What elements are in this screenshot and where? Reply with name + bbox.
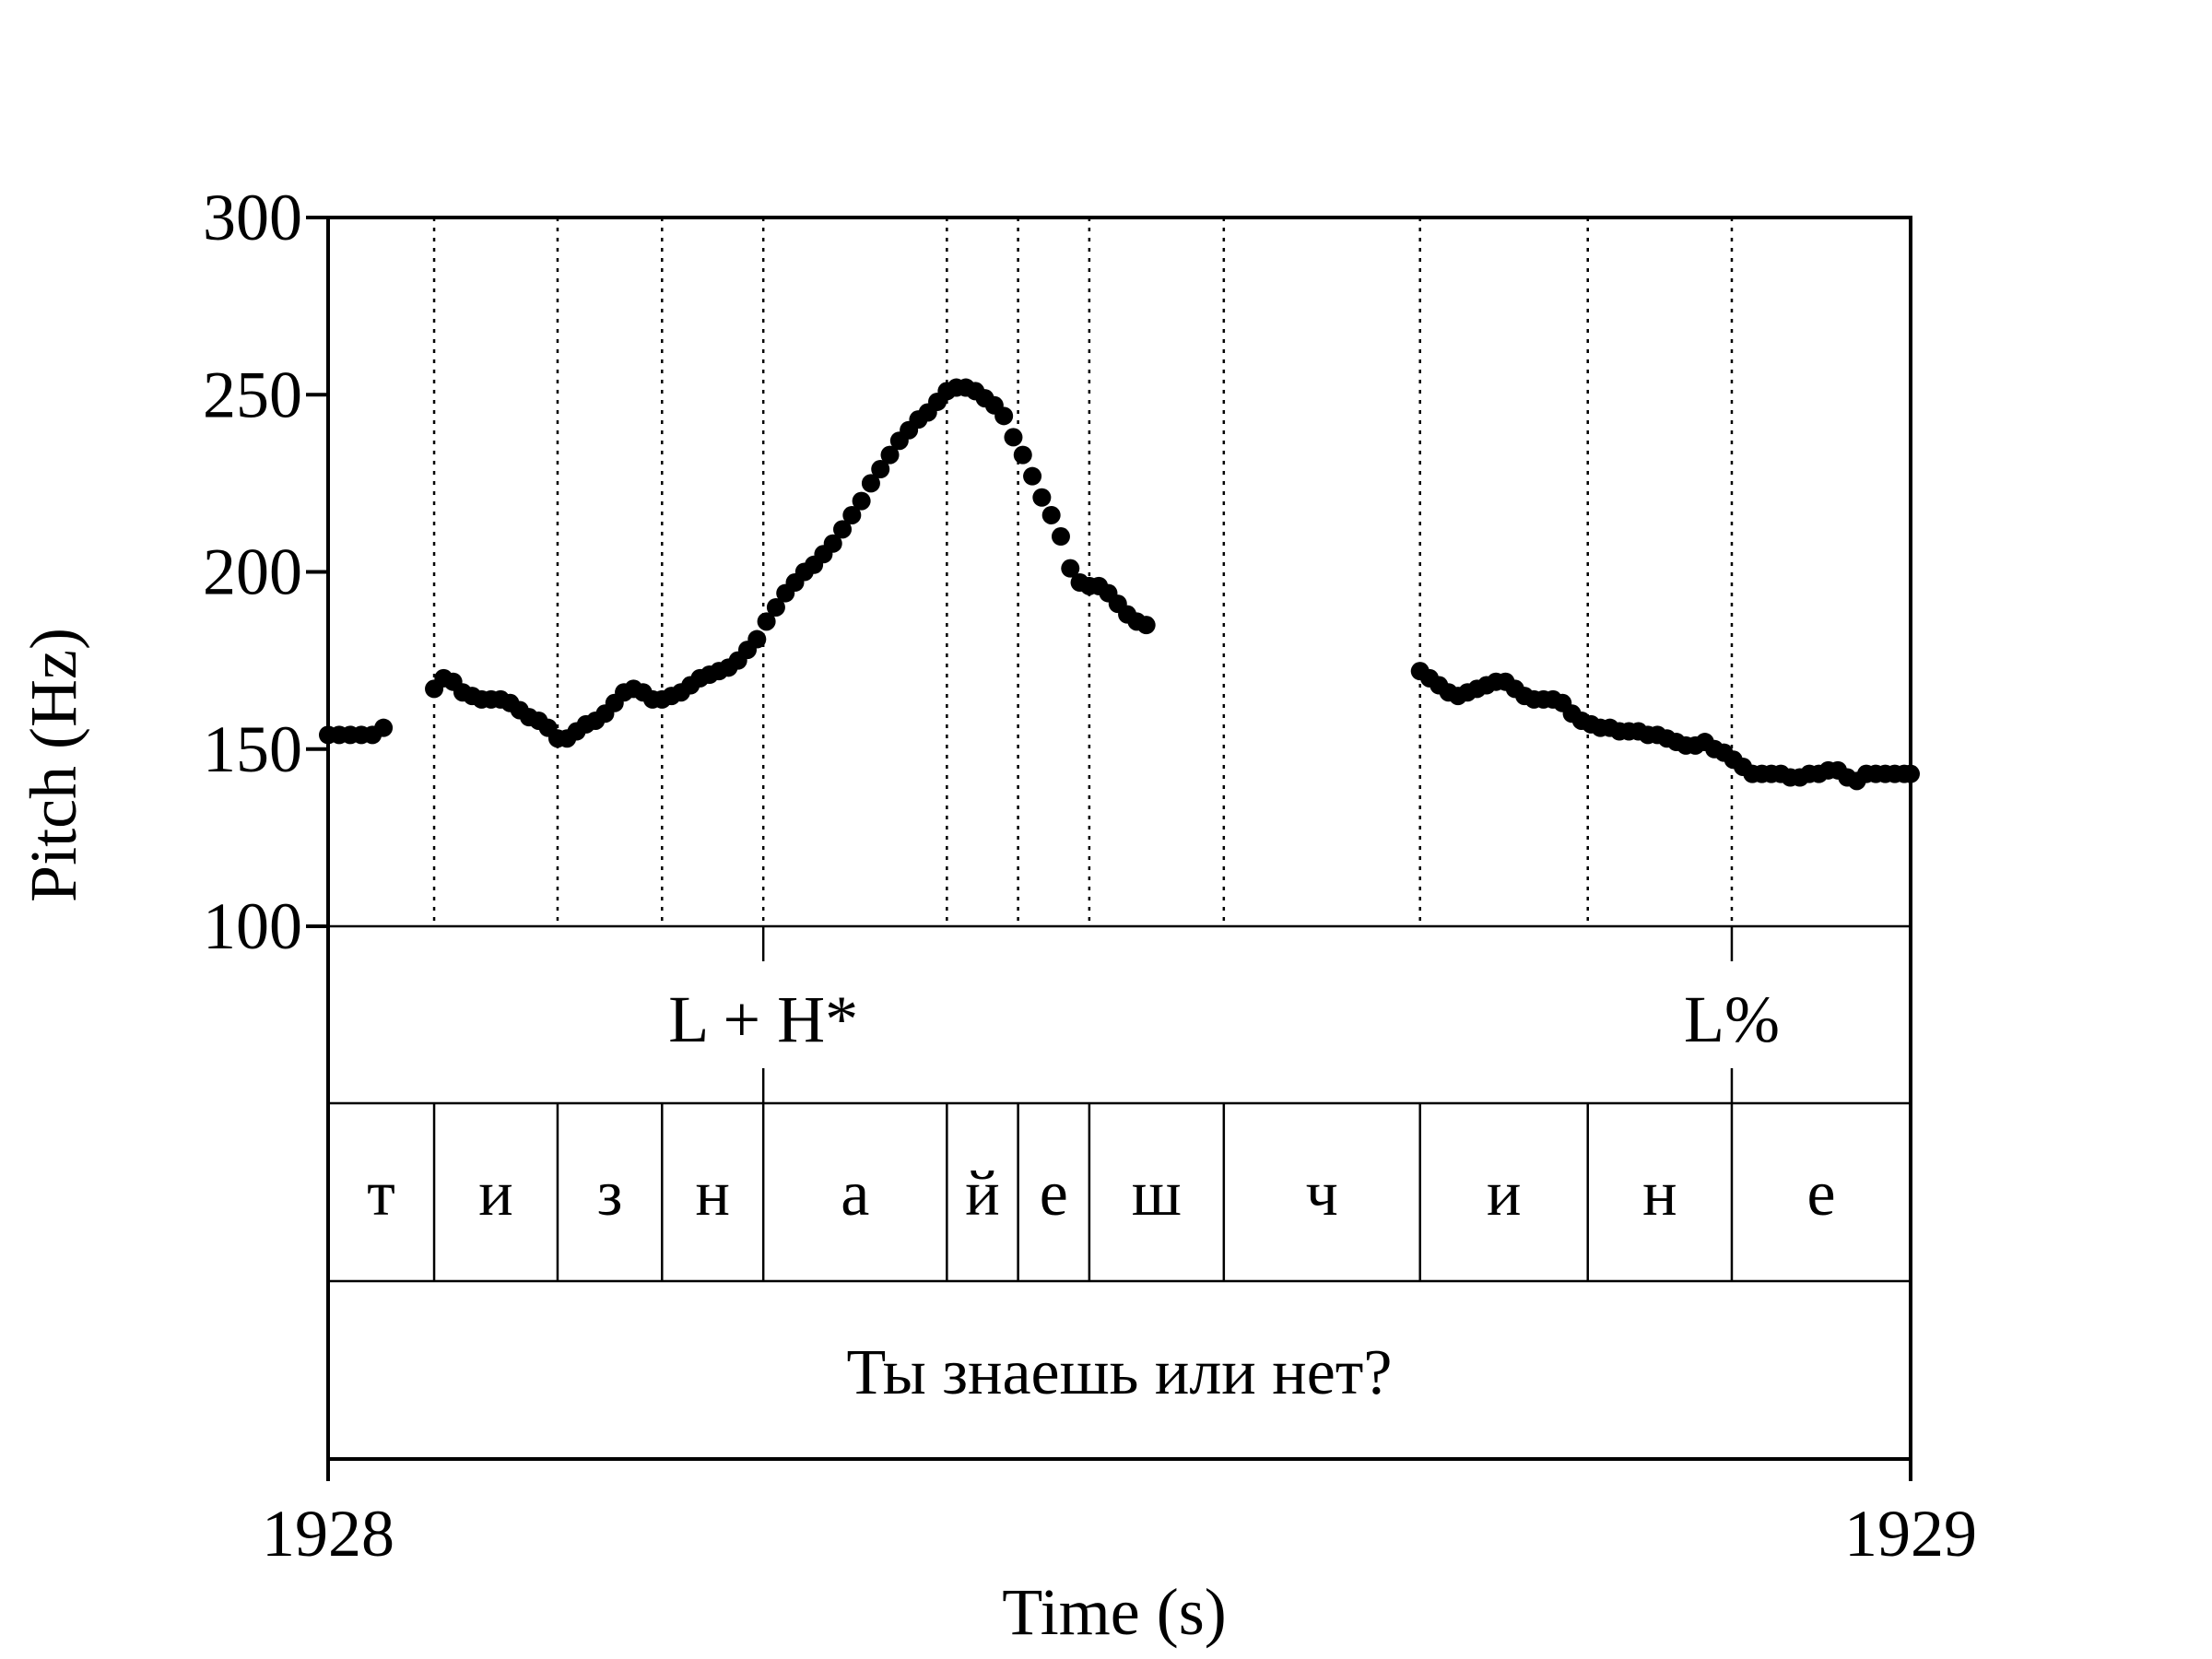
segment-label: ч <box>1306 1159 1338 1230</box>
tone-label: L + H* <box>668 982 858 1056</box>
plot-frame <box>326 216 1912 1461</box>
pitch-point <box>766 597 785 617</box>
annotation-tiers: L + H* L%т и з н а й е ш ч и н еТы знаешь или нет? <box>367 926 1836 1408</box>
segment-label: з <box>597 1159 623 1230</box>
pitch-point <box>833 520 853 539</box>
segment-label: й <box>965 1159 999 1230</box>
tone-label: L% <box>1684 982 1780 1056</box>
segment-label: е <box>1040 1159 1068 1230</box>
segment-boundaries <box>432 218 1734 1281</box>
pitch-point <box>1061 559 1080 578</box>
pitch-point <box>1136 616 1156 635</box>
y-tick-label: 300 <box>203 181 302 254</box>
pitch-point <box>1004 428 1023 447</box>
pitch-point <box>861 474 880 493</box>
segment-label: а <box>841 1159 869 1230</box>
x-tick-label: 1928 <box>262 1497 394 1571</box>
pitch-point <box>1041 505 1061 524</box>
pitch-point <box>871 459 890 478</box>
pitch-point <box>823 534 842 553</box>
pitch-point <box>852 491 871 511</box>
x-axis-label: Time (s) <box>1002 1575 1226 1649</box>
segment-label: и <box>478 1159 512 1230</box>
pitch-point <box>880 445 900 465</box>
y-tick-label: 100 <box>203 889 302 963</box>
segment-label: ш <box>1132 1159 1182 1230</box>
x-axis: 1928 1929 <box>262 1459 1977 1571</box>
segment-label: и <box>1487 1159 1521 1230</box>
y-axis: 100 150 200 250 300 <box>203 181 328 963</box>
pitch-point <box>374 718 394 737</box>
y-tick-label: 200 <box>203 535 302 609</box>
segment-label: н <box>695 1159 729 1230</box>
segment-label: е <box>1806 1159 1835 1230</box>
y-tick-label: 150 <box>203 712 302 786</box>
pitch-point <box>994 406 1014 426</box>
y-axis-label: Pitch (Hz) <box>17 628 90 902</box>
pitch-point <box>747 629 767 649</box>
frame-border <box>326 216 1912 1461</box>
pitch-point <box>1032 488 1052 507</box>
y-tick-label: 250 <box>203 358 302 431</box>
pitch-point <box>842 505 862 524</box>
sentence-label: Ты знаешь или нет? <box>847 1337 1393 1408</box>
pitch-point <box>1013 445 1032 465</box>
x-tick-label: 1929 <box>1844 1497 1977 1571</box>
segment-label: н <box>1642 1159 1677 1230</box>
segment-label: т <box>367 1159 395 1230</box>
pitch-point <box>1023 466 1042 486</box>
pitch-point <box>1051 527 1070 547</box>
pitch-point <box>1901 764 1920 783</box>
pitch-points <box>319 378 1920 791</box>
pitch-point <box>757 612 776 631</box>
